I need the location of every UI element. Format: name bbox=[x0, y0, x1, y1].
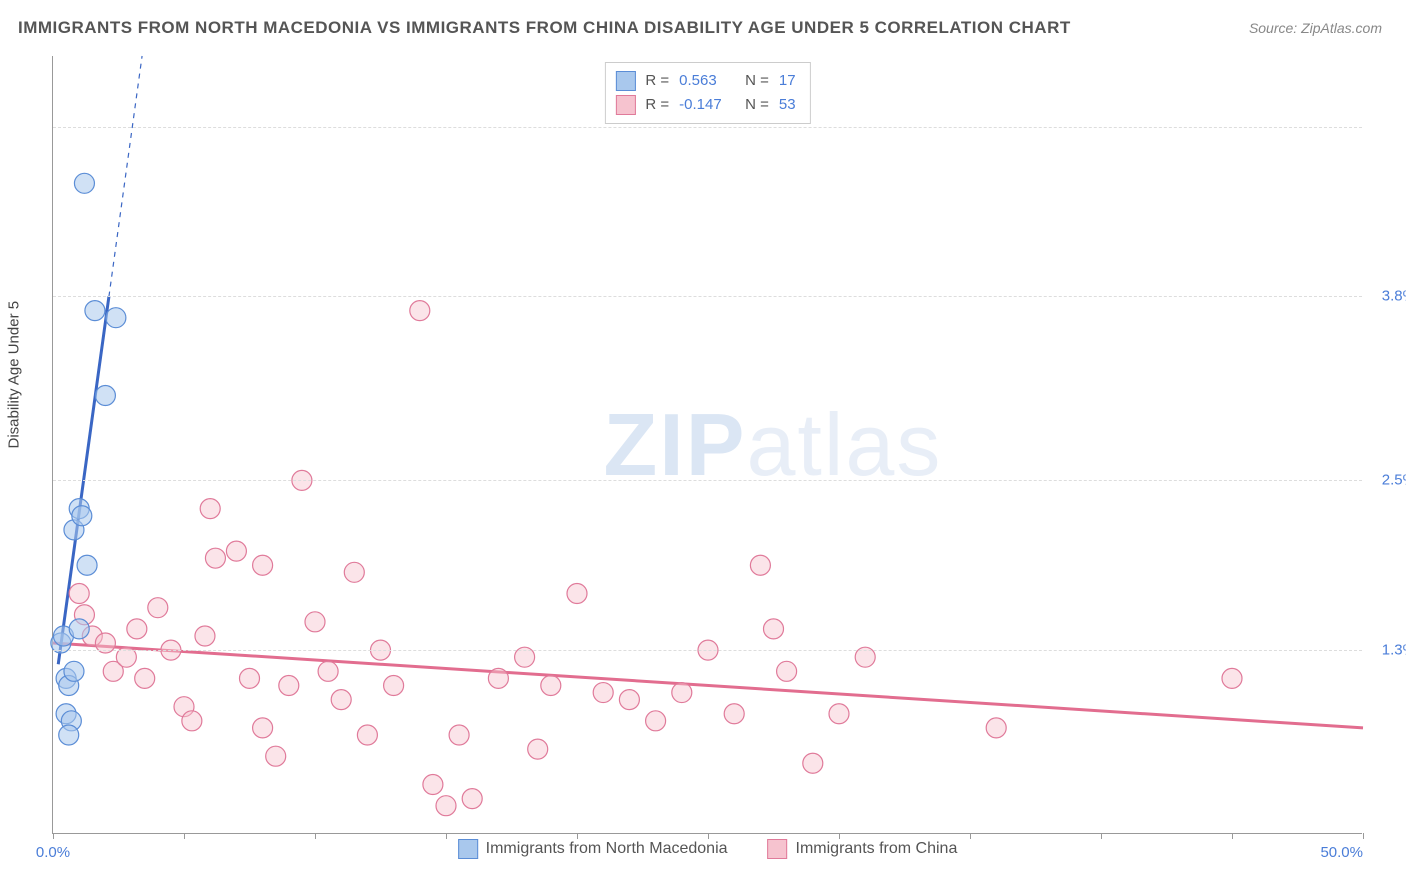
legend-r-label: R = bbox=[645, 93, 669, 117]
legend-n-label: N = bbox=[745, 93, 769, 117]
gridline bbox=[53, 127, 1362, 128]
data-point bbox=[384, 675, 404, 695]
data-point bbox=[135, 668, 155, 688]
legend-n-value-blue: 17 bbox=[779, 69, 796, 93]
data-point bbox=[195, 626, 215, 646]
data-point bbox=[106, 308, 126, 328]
data-point bbox=[423, 774, 443, 794]
x-tick bbox=[184, 833, 185, 839]
x-tick bbox=[577, 833, 578, 839]
data-point bbox=[750, 555, 770, 575]
data-point bbox=[148, 598, 168, 618]
data-point bbox=[226, 541, 246, 561]
legend-series-blue-label: Immigrants from North Macedonia bbox=[486, 840, 728, 858]
data-point bbox=[305, 612, 325, 632]
legend-r-value-pink: -0.147 bbox=[679, 93, 735, 117]
legend-swatch-blue-icon bbox=[458, 839, 478, 859]
x-tick bbox=[315, 833, 316, 839]
data-point bbox=[764, 619, 784, 639]
legend-swatch-blue bbox=[615, 71, 635, 91]
x-tick-label: 50.0% bbox=[1320, 844, 1363, 861]
y-tick-label: 2.5% bbox=[1382, 472, 1406, 489]
x-tick bbox=[1101, 833, 1102, 839]
data-point bbox=[357, 725, 377, 745]
y-axis-label: Disability Age Under 5 bbox=[6, 301, 23, 449]
legend-n-value-pink: 53 bbox=[779, 93, 796, 117]
data-point bbox=[253, 718, 273, 738]
data-point bbox=[488, 668, 508, 688]
data-point bbox=[646, 711, 666, 731]
x-tick-label: 0.0% bbox=[36, 844, 70, 861]
data-point bbox=[69, 584, 89, 604]
data-point bbox=[462, 789, 482, 809]
data-point bbox=[253, 555, 273, 575]
data-point bbox=[449, 725, 469, 745]
legend-item-pink: Immigrants from China bbox=[768, 839, 958, 859]
data-point bbox=[724, 704, 744, 724]
data-point bbox=[672, 683, 692, 703]
scatter-svg bbox=[53, 56, 1362, 833]
x-tick bbox=[839, 833, 840, 839]
data-point bbox=[777, 661, 797, 681]
data-point bbox=[74, 173, 94, 193]
legend-row-pink: R = -0.147 N = 53 bbox=[615, 93, 795, 117]
correlation-legend: R = 0.563 N = 17 R = -0.147 N = 53 bbox=[604, 62, 810, 124]
data-point bbox=[77, 555, 97, 575]
data-point bbox=[266, 746, 286, 766]
legend-series-pink-label: Immigrants from China bbox=[796, 840, 958, 858]
legend-swatch-pink bbox=[615, 95, 635, 115]
source-attribution: Source: ZipAtlas.com bbox=[1249, 20, 1382, 36]
data-point bbox=[803, 753, 823, 773]
gridline bbox=[53, 296, 1362, 297]
data-point bbox=[69, 619, 89, 639]
legend-r-value-blue: 0.563 bbox=[679, 69, 735, 93]
y-tick-label: 3.8% bbox=[1382, 288, 1406, 305]
gridline bbox=[53, 650, 1362, 651]
chart-plot-area: ZIPatlas R = 0.563 N = 17 R = -0.147 N =… bbox=[52, 56, 1362, 834]
data-point bbox=[205, 548, 225, 568]
legend-r-label: R = bbox=[645, 69, 669, 93]
legend-n-label: N = bbox=[745, 69, 769, 93]
data-point bbox=[127, 619, 147, 639]
data-point bbox=[200, 499, 220, 519]
gridline bbox=[53, 480, 1362, 481]
x-tick bbox=[970, 833, 971, 839]
data-point bbox=[279, 675, 299, 695]
data-point bbox=[95, 385, 115, 405]
x-tick bbox=[1363, 833, 1364, 839]
series-legend: Immigrants from North Macedonia Immigran… bbox=[458, 839, 958, 859]
data-point bbox=[331, 690, 351, 710]
legend-item-blue: Immigrants from North Macedonia bbox=[458, 839, 728, 859]
data-point bbox=[85, 301, 105, 321]
x-tick bbox=[446, 833, 447, 839]
data-point bbox=[410, 301, 430, 321]
x-tick bbox=[1232, 833, 1233, 839]
trend-line-blue-dash bbox=[109, 56, 142, 296]
data-point bbox=[182, 711, 202, 731]
y-tick-label: 1.3% bbox=[1382, 642, 1406, 659]
data-point bbox=[1222, 668, 1242, 688]
data-point bbox=[528, 739, 548, 759]
chart-title: IMMIGRANTS FROM NORTH MACEDONIA VS IMMIG… bbox=[18, 18, 1071, 38]
data-point bbox=[619, 690, 639, 710]
data-point bbox=[318, 661, 338, 681]
data-point bbox=[829, 704, 849, 724]
data-point bbox=[593, 683, 613, 703]
data-point bbox=[59, 725, 79, 745]
data-point bbox=[567, 584, 587, 604]
data-point bbox=[240, 668, 260, 688]
legend-swatch-pink-icon bbox=[768, 839, 788, 859]
data-point bbox=[986, 718, 1006, 738]
data-point bbox=[541, 675, 561, 695]
x-tick bbox=[53, 833, 54, 839]
legend-row-blue: R = 0.563 N = 17 bbox=[615, 69, 795, 93]
data-point bbox=[72, 506, 92, 526]
data-point bbox=[344, 562, 364, 582]
data-point bbox=[436, 796, 456, 816]
x-tick bbox=[708, 833, 709, 839]
data-point bbox=[64, 661, 84, 681]
